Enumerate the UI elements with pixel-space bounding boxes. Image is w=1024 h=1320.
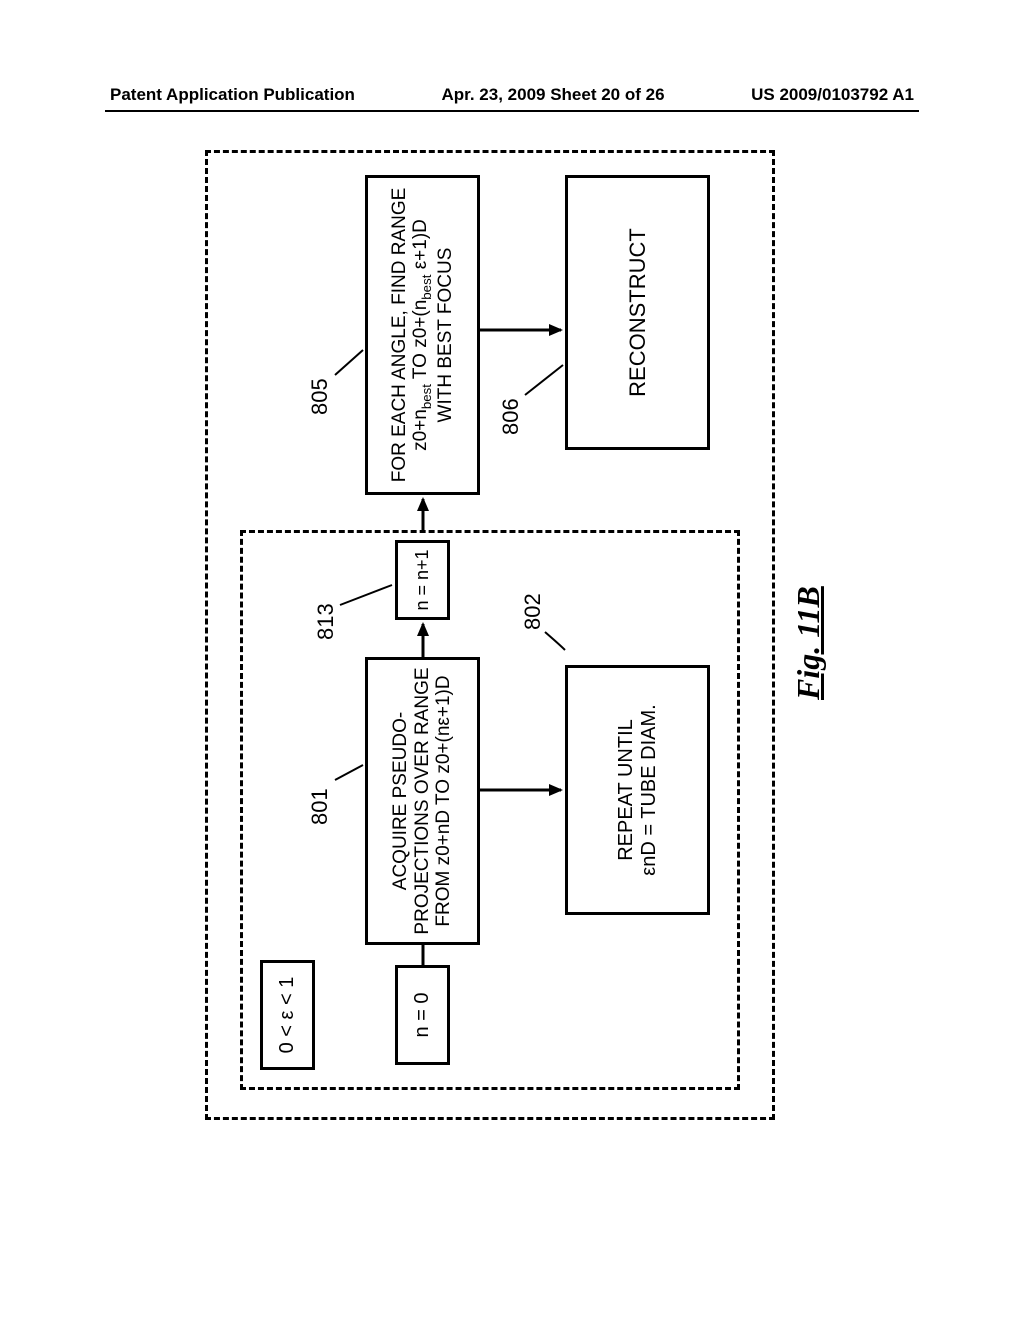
node-repeat-text: REPEAT UNTIL εnD = TUBE DIAM. — [615, 704, 661, 875]
node-epsilon: 0 < ε < 1 — [260, 960, 315, 1070]
ref-813: 813 — [313, 603, 339, 640]
node-findrange: FOR EACH ANGLE, FIND RANGEz0+nbest TO z0… — [365, 175, 480, 495]
node-acquire: ACQUIRE PSEUDO- PROJECTIONS OVER RANGE F… — [365, 657, 480, 945]
node-repeat: REPEAT UNTIL εnD = TUBE DIAM. — [565, 665, 710, 915]
node-n0: n = 0 — [395, 965, 450, 1065]
figure-label: Fig. 11B — [790, 586, 827, 700]
node-epsilon-text: 0 < ε < 1 — [276, 977, 299, 1054]
header-left: Patent Application Publication — [110, 85, 355, 105]
node-ninc-text: n = n+1 — [412, 549, 433, 610]
node-ninc: n = n+1 — [395, 540, 450, 620]
node-n0-text: n = 0 — [411, 992, 434, 1037]
rotated-diagram: 0 < ε < 1 n = 0 ACQUIRE PSEUDO- PROJECTI… — [195, 150, 825, 1120]
ref-806: 806 — [498, 398, 524, 435]
header-center: Apr. 23, 2009 Sheet 20 of 26 — [355, 85, 751, 105]
ref-801: 801 — [307, 788, 333, 825]
node-reconstruct-text: RECONSTRUCT — [625, 228, 650, 397]
ref-802: 802 — [520, 593, 546, 630]
header-right: US 2009/0103792 A1 — [751, 85, 914, 105]
node-acquire-text: ACQUIRE PSEUDO- PROJECTIONS OVER RANGE F… — [390, 667, 456, 934]
node-reconstruct: RECONSTRUCT — [565, 175, 710, 450]
ref-805: 805 — [307, 378, 333, 415]
page-header: Patent Application Publication Apr. 23, … — [110, 85, 914, 105]
header-rule — [105, 110, 919, 112]
node-findrange-text: FOR EACH ANGLE, FIND RANGEz0+nbest TO z0… — [389, 188, 457, 483]
diagram-canvas: 0 < ε < 1 n = 0 ACQUIRE PSEUDO- PROJECTI… — [195, 150, 825, 1120]
